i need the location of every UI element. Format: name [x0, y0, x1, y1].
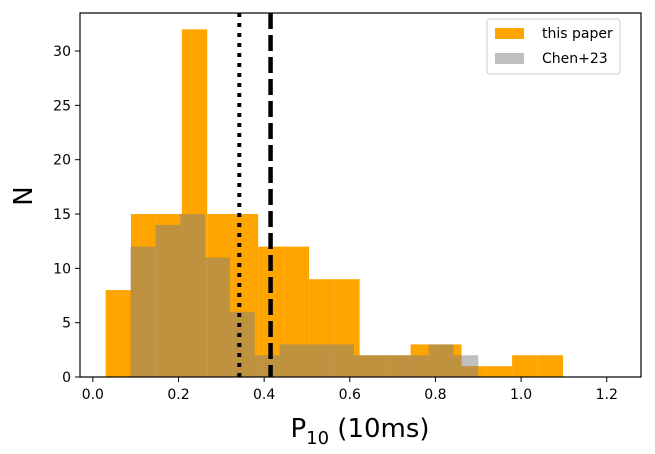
x-tick-label: 0.4 [253, 387, 275, 403]
y-tick-label: 5 [62, 316, 71, 332]
bar-chen23-9 [354, 355, 379, 377]
bar-chen23-11 [403, 355, 429, 377]
bar-this-paper-0 [105, 290, 131, 377]
reference-lines [237, 13, 273, 377]
legend: this paper Chen+23 [486, 18, 621, 75]
legend-swatch-this-paper [495, 28, 524, 39]
x-axis-ticks: 0.0 0.2 0.4 0.6 0.8 1.0 1.2 [82, 377, 618, 403]
y-tick-label: 25 [53, 98, 71, 114]
y-tick-label: 30 [53, 44, 71, 60]
bar-chen23-2 [180, 214, 206, 377]
bar-chen23-6 [279, 344, 305, 377]
x-tick-label: 0.6 [339, 387, 361, 403]
y-axis-label: N [9, 186, 39, 205]
y-tick-label: 15 [53, 207, 71, 223]
bar-this-paper-17 [537, 355, 564, 377]
legend-swatch-chen23 [495, 53, 524, 64]
x-axis-label-main: P [290, 414, 306, 444]
x-tick-label: 1.2 [596, 387, 618, 403]
bar-chen23-5 [254, 355, 280, 377]
legend-label-this-paper: this paper [542, 26, 613, 42]
bar-chen23-8 [329, 344, 355, 377]
bar-chen23-4 [229, 311, 255, 377]
x-tick-label: 0.8 [424, 387, 446, 403]
bar-this-paper-15 [486, 366, 513, 377]
bar-chen23-10 [378, 355, 404, 377]
bar-chen23-7 [304, 344, 330, 377]
bar-chen23-3 [205, 257, 230, 377]
series-chen23 [130, 214, 479, 377]
bar-chen23-1 [155, 224, 181, 377]
x-axis-label-unit: (10ms) [329, 414, 430, 444]
y-axis-ticks: 0 5 10 15 20 25 30 [53, 44, 80, 386]
bar-chen23-13 [453, 355, 479, 377]
bar-chen23-0 [130, 246, 156, 377]
x-axis-label-subscript: 10 [306, 428, 329, 449]
x-tick-label: 1.0 [510, 387, 532, 403]
bar-chen23-12 [428, 344, 454, 377]
bar-this-paper-16 [512, 355, 538, 377]
y-tick-label: 0 [62, 370, 71, 386]
legend-label-chen23: Chen+23 [542, 51, 608, 67]
plot-frame [79, 12, 642, 378]
x-axis-label: P10 (10ms) [290, 414, 429, 449]
x-tick-label: 0.2 [167, 387, 189, 403]
y-tick-label: 10 [53, 261, 71, 277]
y-tick-label: 20 [53, 153, 71, 169]
x-tick-label: 0.0 [82, 387, 104, 403]
